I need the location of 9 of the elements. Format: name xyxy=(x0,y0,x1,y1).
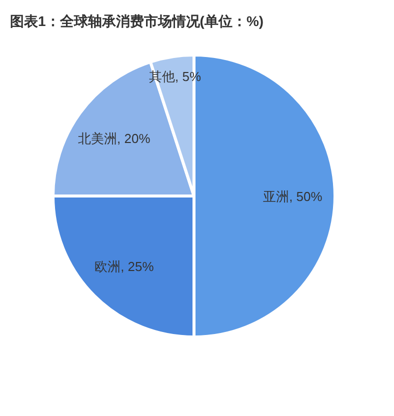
slice-label: 其他 xyxy=(149,69,176,84)
slice-label: 亚洲 xyxy=(263,189,290,204)
data-label: , 25% xyxy=(120,258,154,274)
chart-title: 图表1：全球轴承消费市场情况(单位：%) xyxy=(10,13,264,29)
data-label: , 5% xyxy=(175,69,202,84)
slice-label: 北美洲 xyxy=(78,130,118,146)
data-label: , 20% xyxy=(117,130,151,146)
data-label: , 50% xyxy=(289,189,323,204)
slice-label: 欧洲 xyxy=(94,258,121,274)
